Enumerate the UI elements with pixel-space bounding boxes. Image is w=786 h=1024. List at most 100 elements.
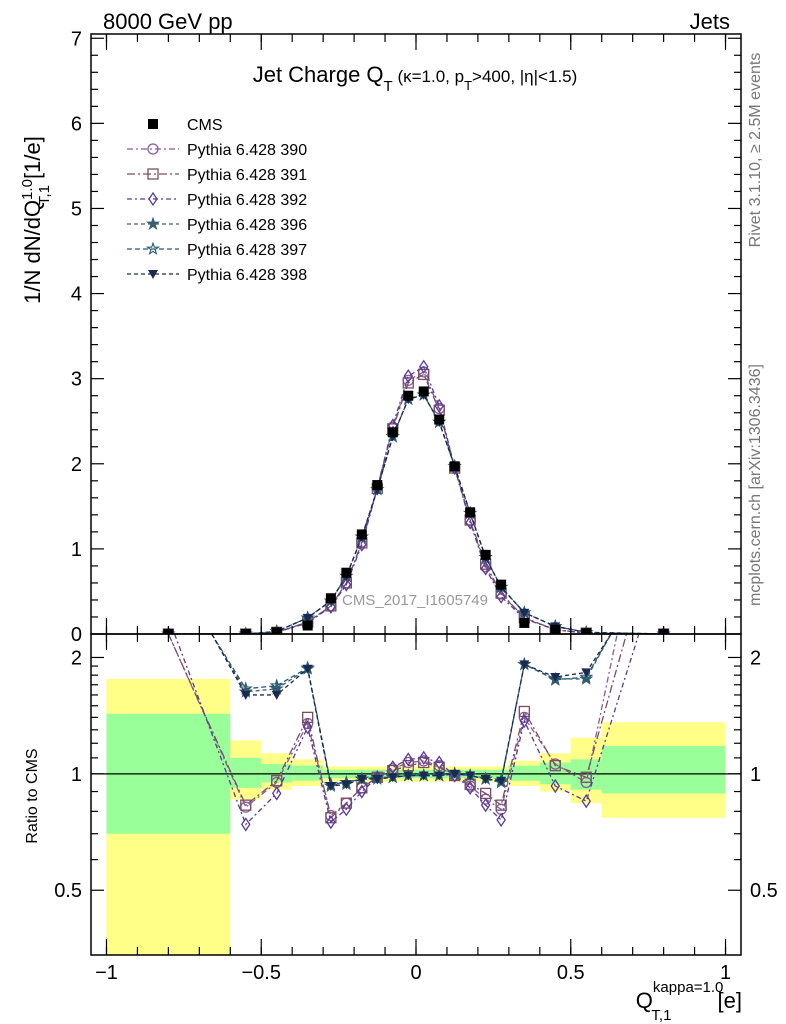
ratio-ytick-label-1: 1 <box>71 764 82 786</box>
ratio-2-point-4 <box>326 814 336 830</box>
cms-point-17 <box>550 624 561 634</box>
ratio-5-point-18 <box>581 668 592 678</box>
legend-label-4: Pythia 6.428 396 <box>187 217 307 234</box>
ratio-1-point-1 <box>240 799 252 811</box>
xtick-label-4: 1 <box>720 962 731 984</box>
ratio-5-point-2 <box>271 690 282 700</box>
ratio-1-point-18 <box>580 771 592 783</box>
ratio-line-5 <box>211 634 612 787</box>
ratio-5-point-7 <box>372 774 383 784</box>
ratio-2-point-3 <box>302 720 313 735</box>
cms-point-3 <box>302 620 313 631</box>
ratio-ytick-label-right-1: 1 <box>750 764 761 786</box>
cms-point-18 <box>581 628 592 634</box>
ratio-band-inner-5 <box>508 765 540 781</box>
cms-point-5 <box>341 567 352 578</box>
ratio-y-axis-label: Ratio to CMS <box>24 748 41 843</box>
main-ytick-label-6: 6 <box>71 113 82 135</box>
ratio-2-point-1 <box>240 817 251 832</box>
ratio-2-point-6 <box>357 784 367 799</box>
cms-point-9 <box>403 390 414 401</box>
legend-marker-4 <box>145 216 161 231</box>
ratio-ytick-label-right-2: 2 <box>750 647 761 669</box>
main-ytick-label-5: 5 <box>71 198 82 220</box>
series-5-point-3 <box>302 613 313 623</box>
series-2-point-10 <box>418 359 429 374</box>
cms-point-4 <box>325 593 336 604</box>
series-line-2 <box>168 365 664 634</box>
ratio-5-point-14 <box>480 774 491 784</box>
cms-point-11 <box>434 414 445 425</box>
legend-label-1: Pythia 6.428 390 <box>187 142 307 159</box>
ratio-ytick-label-0: 0.5 <box>54 880 82 902</box>
ratio-band-inner-7 <box>570 759 602 790</box>
ratio-line-2 <box>173 634 640 826</box>
ratio-2-point-16 <box>519 713 530 729</box>
ratio-band-inner-8 <box>601 746 726 794</box>
cms-point-15 <box>496 579 507 590</box>
cms-point-2 <box>271 627 282 634</box>
ratio-2-point-15 <box>496 812 506 828</box>
ratio-1-point-15 <box>495 799 507 811</box>
ratio-2-point-10 <box>418 750 429 766</box>
cms-point-13 <box>465 507 476 518</box>
ratio-1-point-17 <box>549 760 561 772</box>
ratio-2-point-5 <box>341 802 352 817</box>
legend-label-6: Pythia 6.428 398 <box>187 267 307 284</box>
legend-marker-1 <box>147 143 159 155</box>
main-ytick-label-0: 0 <box>71 624 82 646</box>
ratio-5-point-15 <box>496 776 507 786</box>
header-jets-label: Jets <box>690 9 730 34</box>
mcplots-label: mcplots.cern.ch [arXiv:1306.3436] <box>747 364 764 606</box>
ratio-5-point-13 <box>465 771 476 781</box>
ratio-band-inner-3 <box>292 765 324 781</box>
rivet-version-label: Rivet 3.1.10, ≥ 2.5M events <box>747 53 764 248</box>
legend-marker-0 <box>148 119 158 129</box>
axes: 0 1 2 3 4 5 6 7 0.5 0.5 1 1 2 2 −1 −0.5 0 0.5 1 <box>54 28 778 984</box>
ratio-2-point-2 <box>271 786 282 801</box>
x-axis-label: Qkappa=1.0 T,1 [e] <box>636 979 742 1024</box>
series-2-point-15 <box>496 589 506 604</box>
cms-point-12 <box>449 461 460 472</box>
ratio-line-4 <box>211 634 612 785</box>
ratio-5-point-5 <box>341 780 352 790</box>
ratio-ytick-label-right-0: 0.5 <box>750 880 778 902</box>
ratio-5-point-8 <box>387 773 398 783</box>
ratio-line-0 <box>167 634 618 817</box>
series-5-point-16 <box>519 608 530 618</box>
series-2-point-9 <box>403 368 414 384</box>
ratio-4-point-17 <box>548 672 563 686</box>
legend-marker-3 <box>148 191 158 207</box>
ratio-5-point-9 <box>403 771 414 781</box>
ratio-5-point-16 <box>519 660 530 670</box>
cms-point-7 <box>372 480 383 491</box>
legend-label-5: Pythia 6.428 397 <box>187 242 307 259</box>
legend-marker-2 <box>147 168 159 180</box>
ratio-1-point-2 <box>271 775 283 787</box>
main-y-axis-label: 1/N dN/dQ1.0T,1 [1/e] <box>19 136 53 304</box>
cms-point-1 <box>240 629 251 634</box>
main-ytick-label-4: 4 <box>71 284 82 306</box>
header-energy-label: 8000 GeV pp <box>103 9 233 34</box>
ratio-2-point-17 <box>550 778 561 794</box>
ratio-2-point-13 <box>465 780 475 796</box>
cms-point-10 <box>418 386 429 397</box>
cms-point-6 <box>356 529 367 540</box>
cms-point-8 <box>387 427 398 438</box>
ratio-4-point-2 <box>269 678 284 692</box>
main-ytick-label-7: 7 <box>71 28 82 50</box>
ratio-5-point-6 <box>356 774 367 784</box>
ratio-5-point-17 <box>550 673 561 683</box>
ratio-5-point-12 <box>449 769 460 779</box>
cms-point-14 <box>480 549 491 560</box>
ratio-5-point-10 <box>418 771 429 781</box>
series-2-point-5 <box>341 577 352 592</box>
legend-label-2: Pythia 6.428 391 <box>187 167 307 184</box>
ratio-4-point-18 <box>579 669 594 684</box>
ratio-5-point-3 <box>302 664 313 674</box>
main-ytick-label-3: 3 <box>71 369 82 391</box>
analysis-watermark: CMS_2017_I1605749 <box>342 592 488 609</box>
xtick-label-3: 0.5 <box>557 962 585 984</box>
ratio-2-point-14 <box>480 797 491 813</box>
